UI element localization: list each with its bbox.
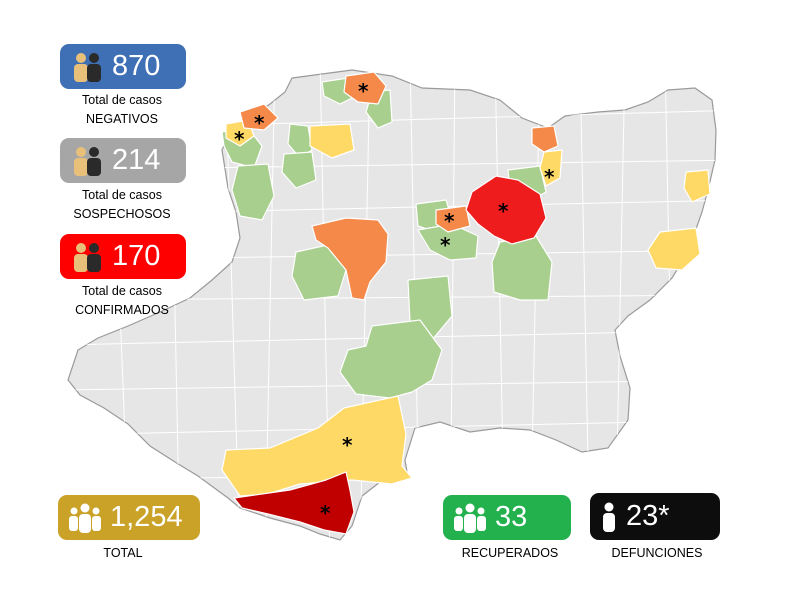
recuperados-count: 33	[495, 501, 528, 533]
recuperados-caption: RECUPERADOS	[461, 546, 559, 560]
municipality-orange	[531, 125, 559, 153]
defunciones-badge: 23*	[590, 493, 720, 540]
confirmados-count: 170	[112, 240, 161, 272]
sospechosos-count: 214	[112, 144, 161, 176]
municipality-red	[465, 175, 547, 245]
confirmados-badge: 170	[60, 234, 186, 279]
death-marker: *	[544, 165, 555, 189]
municipality-orange	[311, 217, 389, 301]
death-marker: *	[358, 79, 369, 103]
municipalities-orange	[239, 71, 559, 301]
municipality-green	[231, 163, 275, 221]
sospechosos-caption-line1: Total de casos	[82, 188, 162, 202]
municipalities-darkred	[233, 471, 355, 535]
confirmados-caption-line2: CONFIRMADOS	[75, 303, 169, 317]
death-marker: *	[440, 233, 451, 257]
group-icon	[453, 503, 487, 533]
total-count: 1,254	[110, 501, 183, 533]
municipality-yellow	[647, 227, 701, 271]
confirmados-caption-line1: Total de casos	[82, 284, 162, 298]
death-markers: * * * * * * * * *	[234, 79, 555, 525]
municipality-yellow	[539, 149, 563, 187]
confirmados-caption: Total de casos CONFIRMADOS	[56, 282, 188, 320]
municipalities-red	[465, 175, 547, 245]
sospechosos-caption-line2: SOSPECHOSOS	[73, 207, 171, 221]
death-marker: *	[498, 199, 509, 223]
defunciones-count: 23*	[626, 500, 670, 532]
death-marker: *	[444, 209, 455, 233]
municipality-yellow	[309, 123, 355, 159]
negativos-caption-line2: NEGATIVOS	[85, 112, 158, 126]
state-outline	[67, 69, 717, 541]
death-marker: *	[320, 501, 331, 525]
municipality-green	[491, 235, 553, 301]
person-icon	[600, 502, 618, 532]
death-marker: *	[342, 433, 353, 457]
death-marker: *	[254, 111, 265, 135]
municipality-green	[281, 151, 317, 189]
municipality-orange	[435, 205, 471, 233]
municipality-darkred	[233, 471, 355, 535]
negativos-badge: 870	[60, 44, 186, 89]
group-icon	[68, 503, 102, 533]
two-people-icon	[70, 52, 104, 82]
defunciones-caption: DEFUNCIONES	[611, 546, 703, 560]
two-people-icon	[70, 146, 104, 176]
death-marker: *	[234, 127, 245, 151]
two-people-icon	[70, 242, 104, 272]
negativos-caption: Total de casos NEGATIVOS	[56, 91, 188, 129]
total-badge: 1,254	[58, 495, 200, 540]
negativos-caption-line1: Total de casos	[82, 93, 162, 107]
municipalities-yellow	[221, 119, 711, 497]
municipality-orange	[239, 103, 279, 131]
municipality-yellow	[683, 169, 711, 203]
sospechosos-caption: Total de casos SOSPECHOSOS	[56, 186, 188, 224]
recuperados-badge: 33	[443, 495, 571, 540]
municipality-yellow	[221, 395, 413, 497]
sospechosos-badge: 214	[60, 138, 186, 183]
negativos-count: 870	[112, 50, 161, 82]
municipality-orange	[343, 71, 387, 105]
total-caption: TOTAL	[103, 546, 143, 560]
